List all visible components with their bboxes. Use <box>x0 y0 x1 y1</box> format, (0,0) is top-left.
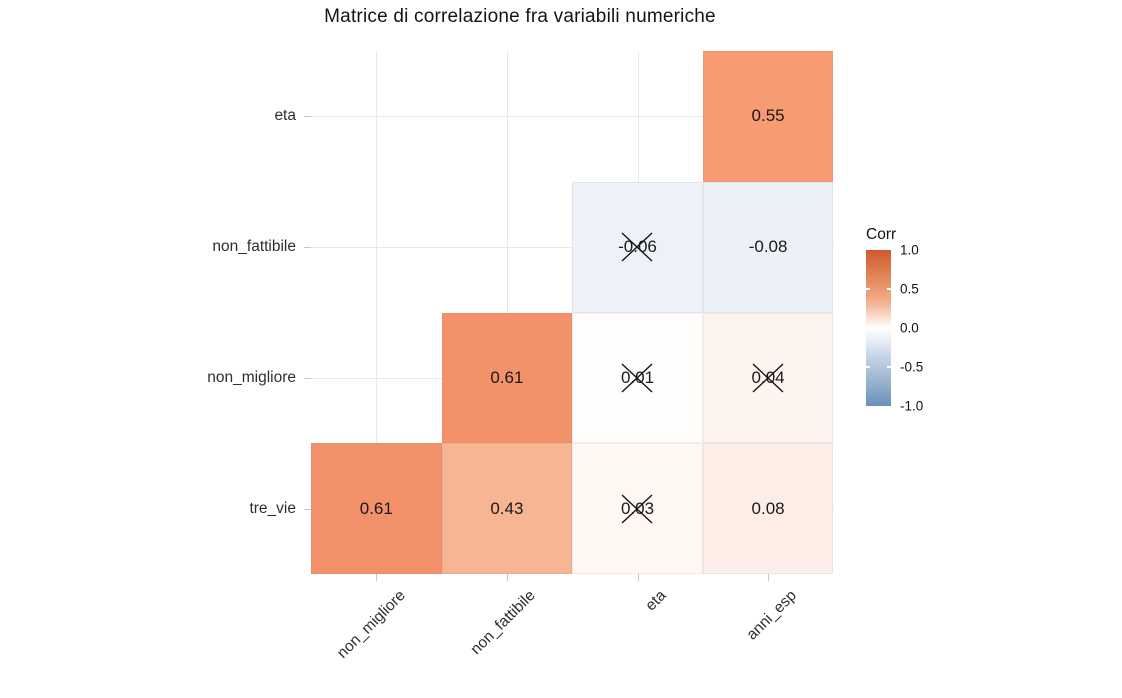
correlation-cell: 0.03 <box>572 443 703 575</box>
cell-value: 0.43 <box>490 498 524 518</box>
cell-value: 0.08 <box>751 498 785 518</box>
cell-value: 0.61 <box>490 367 524 387</box>
axis-tick <box>376 574 378 582</box>
cell-value: 0.61 <box>359 498 393 518</box>
x-axis-label: non_fattibile <box>467 587 539 659</box>
correlation-cell: 0.43 <box>441 443 573 575</box>
not-significant-cross-icon <box>622 232 653 262</box>
cell-value: 0.55 <box>751 106 785 126</box>
legend-tick-notch <box>866 366 870 368</box>
legend-tick-label: -1.0 <box>900 398 924 414</box>
correlation-cell: -0.06 <box>572 181 703 313</box>
gridline <box>506 51 508 574</box>
axis-tick <box>304 378 311 379</box>
not-significant-cross-icon <box>622 494 653 524</box>
axis-tick <box>637 574 639 582</box>
correlation-cell: 0.55 <box>702 51 834 182</box>
plot-panel: 0.55 -0.06 -0.08 0.61 0.010.04 0.61 0.43 0.03 0.… <box>311 51 834 575</box>
cell-value: -0.08 <box>748 237 788 257</box>
legend-tick-label: -0.5 <box>900 359 924 375</box>
axis-tick <box>506 574 508 582</box>
axis-tick <box>304 116 311 118</box>
axis-tick <box>304 247 311 249</box>
correlation-cell: 0.61 <box>311 443 442 575</box>
x-axis-label: eta <box>642 587 670 615</box>
legend-tick-notch <box>866 288 870 290</box>
correlation-cell: 0.04 <box>702 312 834 444</box>
legend-colorbar <box>866 250 891 406</box>
legend-tick-label: 1.0 <box>900 242 919 258</box>
not-significant-cross-icon <box>752 363 784 393</box>
correlation-cell: 0.08 <box>702 443 834 575</box>
axis-tick <box>768 574 770 582</box>
legend-tick-notch <box>887 288 891 290</box>
legend-title: Corr <box>866 226 897 243</box>
x-axis-label: anni_esp <box>743 587 801 644</box>
axis-tick <box>304 508 311 510</box>
not-significant-cross-icon <box>622 363 653 393</box>
legend-tick-notch <box>887 366 891 368</box>
gridline <box>311 116 834 118</box>
correlation-cell: 0.01 <box>572 312 703 444</box>
legend-tick-label: 0.5 <box>900 281 919 297</box>
gridline <box>376 51 378 574</box>
y-axis-label: tre_vie <box>249 499 296 517</box>
x-axis-label: non_migliore <box>333 587 409 662</box>
correlation-cell: -0.08 <box>702 181 834 313</box>
correlation-cell: 0.61 <box>441 312 573 444</box>
legend-tick-label: 0.0 <box>900 320 919 336</box>
y-axis-label: non_migliore <box>207 369 296 386</box>
y-axis-label: eta <box>274 107 296 125</box>
plot-title: Matrice di correlazione fra variabili nu… <box>324 6 716 27</box>
y-axis-label: non_fattibile <box>212 238 296 256</box>
